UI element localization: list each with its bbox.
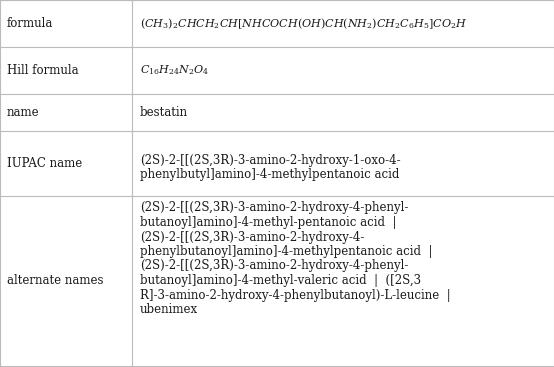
Text: alternate names: alternate names: [7, 275, 104, 287]
Text: butanoyl]amino]-4-methyl-pentanoic acid  |: butanoyl]amino]-4-methyl-pentanoic acid …: [140, 216, 396, 229]
Text: $(CH_3)_2CHCH_2CH[NHCOCH(OH)CH(NH_2)CH_2C_6H_5]CO_2H$: $(CH_3)_2CHCH_2CH[NHCOCH(OH)CH(NH_2)CH_2…: [140, 16, 467, 31]
Text: (2S)-2-[[(2S,3R)-3-amino-2-hydroxy-4-: (2S)-2-[[(2S,3R)-3-amino-2-hydroxy-4-: [140, 230, 364, 243]
Text: (2S)-2-[[(2S,3R)-3-amino-2-hydroxy-4-phenyl-: (2S)-2-[[(2S,3R)-3-amino-2-hydroxy-4-phe…: [140, 201, 408, 214]
Text: phenylbutanoyl]amino]-4-methylpentanoic acid  |: phenylbutanoyl]amino]-4-methylpentanoic …: [140, 245, 432, 258]
Text: (2S)-2-[[(2S,3R)-3-amino-2-hydroxy-4-phenyl-: (2S)-2-[[(2S,3R)-3-amino-2-hydroxy-4-phe…: [140, 259, 408, 273]
Text: formula: formula: [7, 17, 53, 30]
Text: Hill formula: Hill formula: [7, 64, 79, 77]
Text: phenylbutyl]amino]-4-methylpentanoic acid: phenylbutyl]amino]-4-methylpentanoic aci…: [140, 168, 399, 181]
Text: (2S)-2-[[(2S,3R)-3-amino-2-hydroxy-1-oxo-4-: (2S)-2-[[(2S,3R)-3-amino-2-hydroxy-1-oxo…: [140, 154, 401, 167]
Text: $C_{16}H_{24}N_2O_4$: $C_{16}H_{24}N_2O_4$: [140, 63, 209, 77]
Text: ubenimex: ubenimex: [140, 303, 198, 316]
Text: butanoyl]amino]-4-methyl-valeric acid  |  ([2S,3: butanoyl]amino]-4-methyl-valeric acid | …: [140, 274, 421, 287]
Text: bestatin: bestatin: [140, 106, 188, 119]
Text: R]-3-amino-2-hydroxy-4-phenylbutanoyl)-L-leucine  |: R]-3-amino-2-hydroxy-4-phenylbutanoyl)-L…: [140, 288, 450, 302]
Text: IUPAC name: IUPAC name: [7, 157, 82, 170]
Text: name: name: [7, 106, 40, 119]
